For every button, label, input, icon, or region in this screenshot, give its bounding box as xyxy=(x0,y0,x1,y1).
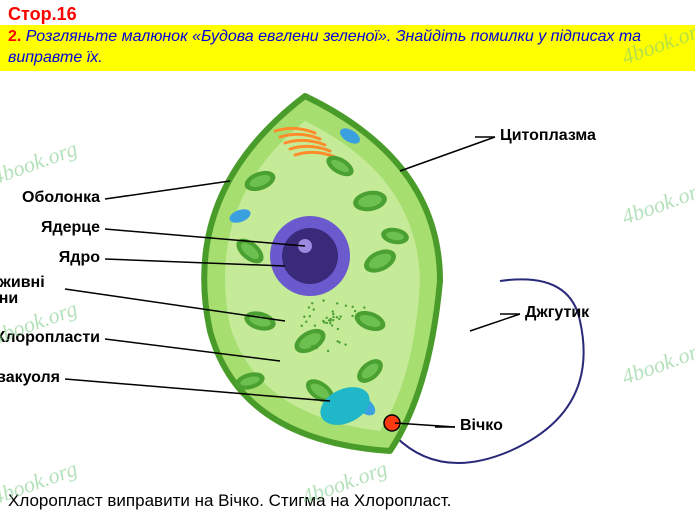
label-vacuole: Скоротлива вакуоля xyxy=(0,369,60,387)
page-number: Стор.16 xyxy=(0,0,695,25)
task-number: 2. xyxy=(8,28,21,45)
task-text: Розгляньте малюнок «Будова евглени зелен… xyxy=(8,28,641,66)
label-membrane: Оболонка xyxy=(22,189,100,207)
task-prompt: 2. Розгляньте малюнок «Будова евглени зе… xyxy=(0,25,695,71)
label-nucleolus: Ядерце xyxy=(41,219,100,237)
label-nucleus: Ядро xyxy=(59,249,100,267)
label-chloroplasts: Хлоропласти xyxy=(0,329,100,347)
answer-text: Хлоропласт виправити на Вічко. Стигма на… xyxy=(8,491,451,511)
label-eyespot: Вічко xyxy=(460,417,503,435)
euglena-diagram: Цитоплазма Оболонка Ядерце Ядро Запасні пожи… xyxy=(0,71,695,491)
label-flagellum: Джгутик xyxy=(525,304,589,322)
label-reserves: Запасні поживні речовини xyxy=(0,275,60,309)
label-cytoplasm: Цитоплазма xyxy=(500,127,596,145)
